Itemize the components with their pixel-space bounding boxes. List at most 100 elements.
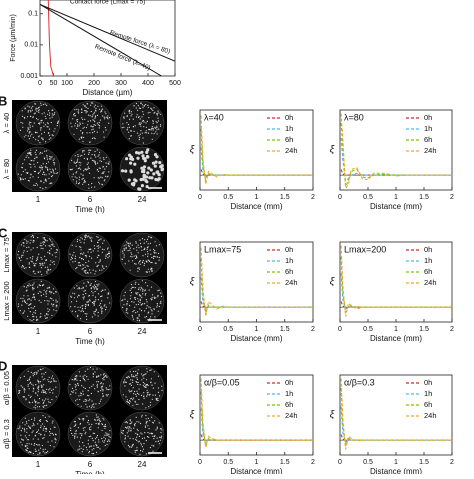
cell [47, 441, 49, 443]
cell [145, 373, 147, 375]
cell [84, 289, 86, 292]
cell [49, 250, 51, 252]
cell [48, 110, 50, 112]
cell [45, 398, 47, 400]
cell [87, 265, 89, 267]
cell [83, 136, 85, 139]
cell [130, 111, 132, 113]
cell [150, 267, 152, 270]
cell [32, 136, 35, 138]
cell [17, 173, 19, 175]
cell [140, 450, 142, 452]
cell [86, 163, 88, 165]
cell [152, 422, 155, 424]
cell [74, 176, 76, 178]
cell [46, 154, 48, 157]
cell [88, 187, 90, 189]
cell [44, 255, 46, 257]
cell [37, 387, 39, 389]
cell [91, 153, 93, 156]
cell [55, 256, 57, 258]
cell [122, 394, 124, 396]
cell [42, 415, 44, 417]
cell [37, 438, 39, 440]
panel-letter: D [0, 358, 7, 373]
cell [157, 173, 161, 177]
cell [83, 386, 85, 388]
cell [144, 239, 146, 241]
cell [99, 420, 101, 422]
cell [27, 299, 29, 301]
cell [141, 116, 143, 118]
cell [123, 256, 125, 258]
cell [97, 427, 99, 429]
cell [21, 115, 24, 117]
cell [93, 288, 95, 290]
cell [140, 125, 142, 127]
cell [105, 254, 107, 256]
cell [144, 289, 146, 291]
x-tick-label: 2 [311, 459, 315, 466]
cell [103, 158, 105, 160]
cell [88, 395, 90, 397]
cell-dots [69, 234, 111, 275]
cell [34, 103, 36, 105]
cell [85, 256, 87, 258]
cell [126, 422, 128, 424]
cell [50, 303, 53, 305]
cell [133, 130, 135, 132]
x-axis-label: Distance (mm) [230, 334, 282, 343]
cell [101, 388, 103, 390]
cell [90, 251, 92, 253]
cell [96, 122, 98, 124]
row-label: Lmax = 75 [2, 237, 11, 272]
series-line [340, 378, 452, 450]
cell [151, 161, 156, 165]
cell [36, 372, 38, 374]
cell [145, 407, 147, 409]
y-tick-label: 0.01 [24, 42, 38, 49]
cell [83, 126, 85, 128]
cell [140, 246, 142, 248]
cell [86, 301, 88, 303]
cell [136, 392, 139, 394]
cell [22, 297, 24, 300]
cell [95, 156, 97, 158]
cell [142, 259, 144, 262]
cell [103, 373, 105, 375]
cell [75, 268, 77, 270]
cell [145, 122, 147, 124]
cell [108, 439, 110, 441]
cell [26, 246, 28, 249]
cell [148, 271, 150, 273]
cell [48, 376, 50, 378]
cell [42, 389, 44, 391]
cell [145, 421, 147, 423]
cell [56, 251, 58, 253]
cell [92, 160, 94, 162]
cell [157, 397, 159, 399]
cell [91, 301, 94, 304]
cell [30, 163, 32, 165]
cell [40, 263, 42, 265]
cell [147, 417, 149, 420]
cell [41, 258, 43, 260]
cell [82, 151, 84, 153]
cell [42, 368, 44, 370]
cell [76, 296, 79, 298]
cell [23, 396, 26, 398]
cell [82, 104, 84, 106]
cell [105, 265, 107, 267]
cell [132, 260, 134, 262]
cell [94, 310, 96, 313]
cell [78, 417, 80, 419]
cell-dots [17, 415, 57, 455]
cell [134, 422, 136, 425]
cell [17, 428, 19, 430]
cell [100, 382, 102, 384]
chart-title: λ=40 [204, 112, 224, 122]
cell [106, 388, 108, 390]
cell [28, 388, 30, 390]
x-tick-label: 2 [450, 194, 454, 201]
cell [91, 237, 93, 239]
